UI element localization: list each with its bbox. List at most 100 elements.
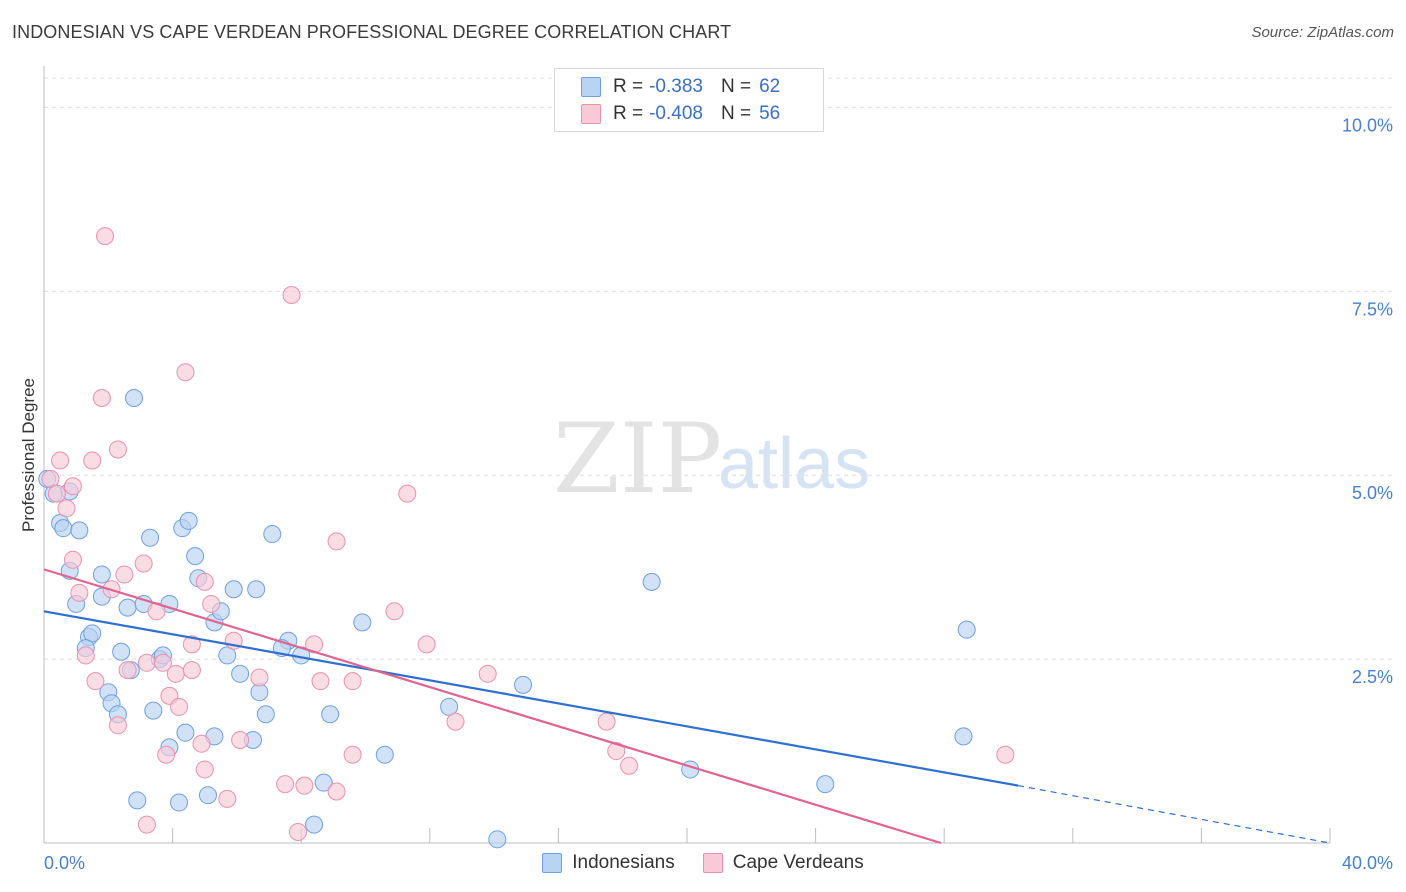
watermark-atlas: atlas — [718, 424, 870, 504]
cape-verdean-point — [311, 672, 330, 691]
indonesian-point — [642, 572, 661, 591]
indonesian-point — [144, 701, 163, 720]
indonesian-point — [954, 727, 973, 746]
x-tick-label-max: 40.0% — [1342, 853, 1393, 873]
source-label: Source: ZipAtlas.com — [1251, 24, 1394, 41]
legend-item-cape-verdeans[interactable]: Cape Verdeans — [702, 852, 864, 874]
cape-verdean-point — [108, 716, 127, 735]
indonesian-point — [488, 830, 507, 849]
cape-verdean-point — [108, 440, 127, 459]
indonesian-point — [816, 775, 835, 794]
legend-row-cape-verdeans: R = -0.408 N = 56 — [581, 102, 780, 126]
indonesian-point — [125, 388, 144, 407]
cape-verdean-point — [417, 635, 436, 654]
watermark: ZIP atlas — [553, 403, 870, 515]
y-tick-label: 7.5% — [1352, 299, 1393, 319]
legend-r-value: -0.408 — [649, 103, 703, 124]
legend-n-label: N = — [720, 76, 752, 97]
cape-verdean-point — [996, 745, 1015, 764]
indonesian-point — [231, 664, 250, 683]
cape-verdean-point — [478, 664, 497, 683]
cape-verdean-point — [86, 672, 105, 691]
correlation-legend: R = -0.383 N = 62 R = -0.408 N = 56 — [554, 68, 824, 132]
trend-lines — [43, 568, 1331, 845]
indonesian-point — [92, 565, 111, 584]
grid-lines — [44, 77, 1393, 660]
indonesian-point — [176, 723, 195, 742]
indonesian-point — [224, 580, 243, 599]
cape-verdean-point — [57, 499, 76, 518]
cape-verdean-point — [182, 661, 201, 680]
cape-verdean-point — [47, 484, 66, 503]
indonesian-point — [70, 521, 89, 540]
legend-label-cape-verdeans: Cape Verdeans — [732, 852, 864, 873]
indonesian-point — [957, 620, 976, 639]
cape-verdean-trend-line — [43, 568, 942, 845]
cape-verdean-point — [134, 554, 153, 573]
cape-verdean-point — [288, 822, 307, 841]
cape-verdean-point — [51, 451, 70, 470]
indonesian-trend-line — [43, 610, 1019, 787]
cape-verdean-point — [250, 668, 269, 687]
indonesian-point — [128, 791, 147, 810]
legend-swatch-indonesians — [581, 77, 601, 97]
axes — [43, 66, 1331, 844]
cape-verdean-point — [118, 661, 137, 680]
cape-verdean-point — [63, 477, 82, 496]
indonesian-point — [321, 705, 340, 724]
cape-verdean-point — [327, 532, 346, 551]
indonesian-point — [514, 675, 533, 694]
cape-verdean-point — [192, 734, 211, 753]
cape-verdean-point — [620, 756, 639, 775]
indonesian-point — [54, 519, 73, 538]
cape-verdean-point — [343, 672, 362, 691]
cape-verdean-point — [398, 484, 417, 503]
chart-title: INDONESIAN VS CAPE VERDEAN PROFESSIONAL … — [12, 22, 732, 42]
legend-n-value: 56 — [759, 103, 781, 124]
legend-swatch-cape-verdeans — [702, 853, 723, 873]
legend-swatch-indonesians — [542, 853, 563, 873]
cape-verdean-point — [166, 664, 185, 683]
indonesian-point — [112, 642, 131, 661]
cape-verdean-point — [170, 697, 189, 716]
indonesian-point — [170, 793, 189, 812]
indonesian-trend-extension — [1018, 785, 1331, 844]
legend-n-label: N = — [720, 103, 752, 124]
indonesian-point — [314, 773, 333, 792]
cape-verdean-point — [385, 602, 404, 621]
cape-verdean-point — [195, 760, 214, 779]
indonesian-point — [179, 511, 198, 530]
cape-verdean-point — [231, 731, 250, 750]
legend-item-indonesians[interactable]: Indonesians — [542, 852, 675, 874]
cape-verdean-point — [607, 742, 626, 761]
y-tick-label: 5.0% — [1352, 483, 1393, 503]
data-points — [38, 227, 1015, 849]
indonesian-point — [375, 745, 394, 764]
legend-swatch-cape-verdeans — [581, 104, 601, 124]
cape-verdean-point — [182, 635, 201, 654]
cape-verdean-point — [63, 550, 82, 569]
indonesian-point — [198, 786, 217, 805]
indonesian-point — [353, 613, 372, 632]
cape-verdean-point — [76, 646, 95, 665]
cape-verdean-point — [70, 583, 89, 602]
watermark-zip: ZIP — [553, 403, 722, 515]
indonesian-point — [186, 547, 205, 566]
y-tick-label: 2.5% — [1352, 667, 1393, 687]
series-legend: Indonesians Cape Verdeans — [0, 852, 1406, 874]
cape-verdean-point — [115, 565, 134, 584]
cape-verdean-point — [137, 815, 156, 834]
cape-verdean-point — [202, 594, 221, 613]
cape-verdean-point — [295, 776, 314, 795]
cape-verdean-point — [153, 653, 172, 672]
indonesian-point — [118, 598, 137, 617]
cape-verdean-point — [157, 745, 176, 764]
cape-verdean-point — [83, 451, 102, 470]
cape-verdean-point — [343, 745, 362, 764]
legend-r-label: R = — [613, 103, 644, 124]
y-tick-label: 10.0% — [1342, 115, 1393, 135]
legend-label-indonesians: Indonesians — [572, 852, 675, 873]
x-tick-label-min: 0.0% — [44, 853, 85, 873]
indonesian-point — [256, 705, 275, 724]
